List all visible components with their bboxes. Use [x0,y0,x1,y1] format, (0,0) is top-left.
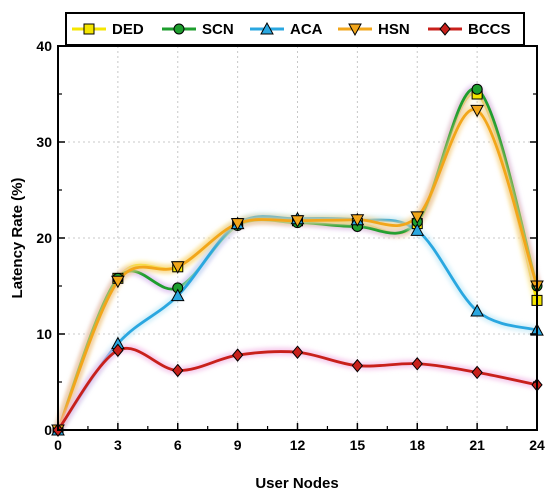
data-point-bccs [291,345,304,360]
data-point-hsn [470,104,484,118]
x-tick-label: 3 [114,437,122,453]
x-tick-label: 12 [290,437,306,453]
data-point-bccs [172,363,184,378]
x-tick-label: 0 [54,437,62,453]
data-point-bccs [112,343,124,358]
x-tick-label: 15 [350,437,366,453]
data-point-bccs [471,365,483,380]
data-point-bccs [231,348,244,362]
y-axis-title: Latency Rate (%) [9,178,26,299]
y-tick-label: 30 [36,134,52,150]
data-point-hsn [290,215,305,228]
legend-label-scn: SCN [202,21,234,38]
data-point-hsn [350,214,365,227]
legend-marker-bccs [439,22,451,36]
data-point-bccs [351,358,364,373]
x-tick-label: 18 [409,437,425,453]
x-tick-label: 21 [469,437,485,453]
data-point-hsn [230,218,245,231]
data-point-hsn [111,275,125,289]
data-point-aca [410,223,425,236]
y-tick-label: 0 [44,422,52,438]
legend-label-hsn: HSN [378,21,410,38]
legend-marker-scn [173,23,185,35]
x-tick-label: 24 [529,437,545,453]
data-point-bccs [411,356,423,371]
x-axis-title: User Nodes [255,475,338,492]
y-tick-label: 20 [36,230,52,246]
y-tick-label: 10 [36,326,52,342]
data-point-aca [470,303,484,317]
data-point-scn [471,83,483,95]
x-axis-ticks: 0 3 6 9 12 15 18 21 24 [54,423,545,453]
legend-label-bccs: BCCS [468,21,511,38]
data-point-hsn [170,261,185,274]
y-tick-label: 40 [36,38,52,54]
x-tick-label: 6 [174,437,182,453]
data-point-hsn [410,211,425,224]
legend-label-ded: DED [112,21,144,38]
y-axis-ticks: 0 10 20 30 40 [36,38,537,438]
data-point-aca [170,288,185,302]
legend-marker-hsn [348,23,362,37]
legend-marker-ded [83,23,95,35]
legend-label-aca: ACA [290,21,323,38]
legend-marker-aca [260,21,274,35]
legend: DED SCN ACA HSN BCCS [65,12,525,46]
x-tick-label: 9 [234,437,242,453]
